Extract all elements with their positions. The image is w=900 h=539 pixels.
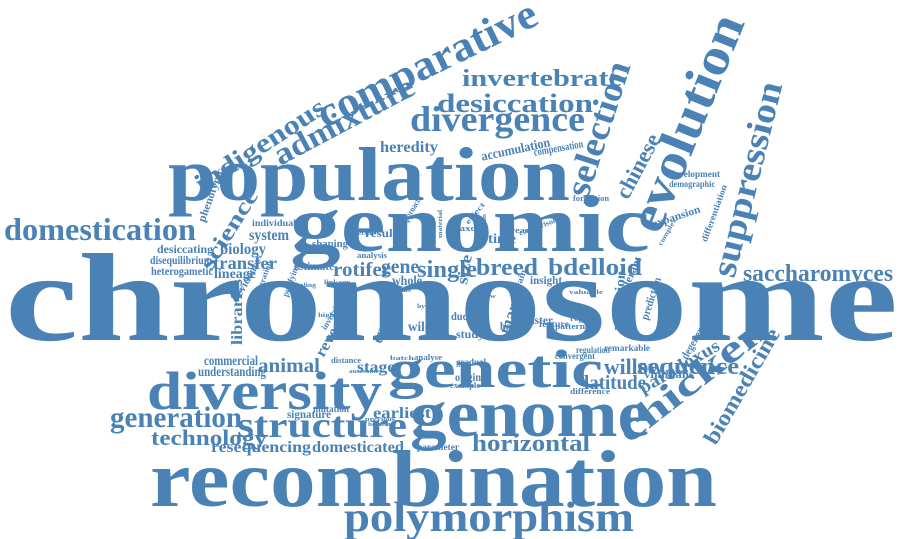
word-linkage: linkage — [324, 279, 351, 286]
word-willow: willow — [604, 354, 665, 379]
word-estimate: estimate — [294, 261, 335, 273]
word-whole: whole — [392, 273, 422, 288]
word-mutation: mutation — [313, 404, 350, 414]
word-homolog: homolog — [368, 421, 395, 428]
word-disequilibrium: disequilibrium — [150, 255, 213, 267]
word-stage: stage — [357, 359, 396, 376]
word-development: development — [670, 169, 721, 179]
word-system: system — [249, 227, 290, 244]
word-result: result — [365, 228, 398, 240]
word-study: study — [456, 329, 485, 341]
word-domesticated: domesticated — [312, 439, 405, 456]
word-chromosome: chromosome — [5, 229, 899, 368]
word-analyse: analyse — [414, 353, 443, 362]
word-parameter: parameter — [417, 442, 460, 452]
word-sister: sister — [527, 315, 554, 327]
word-autosome: autosome — [349, 368, 380, 375]
word-flow: flow — [480, 293, 497, 300]
word-recombination: recombination — [150, 435, 718, 524]
word-commercial: commercial — [204, 353, 259, 368]
word-hybrid: hybrid — [417, 303, 440, 310]
word-region: region — [570, 314, 597, 323]
word-regulation: regulation — [576, 345, 611, 355]
word-molecule: molecule — [345, 230, 376, 237]
word-gradual: gradual — [456, 357, 487, 367]
word-duck: duck — [451, 311, 474, 323]
word-individual: individual — [252, 218, 297, 228]
word-viminalis: viminalis — [644, 369, 695, 381]
word-earliest: earliest — [373, 405, 432, 422]
word-taxon: taxon — [456, 224, 483, 233]
word-resequencing: resequencing — [211, 439, 312, 456]
word-biology: biology — [220, 241, 267, 258]
word-convergent: convergent — [555, 351, 596, 361]
word-transfer: transfer — [213, 253, 278, 273]
word-analysis: analysis — [357, 251, 388, 260]
word-signature: signature — [287, 409, 332, 421]
word-time: time — [488, 231, 517, 246]
word-difference: difference — [570, 387, 611, 396]
word-saccharomyces: saccharomyces — [743, 260, 894, 287]
word-insight: insight — [530, 275, 563, 287]
word-population: population — [168, 133, 571, 217]
word-material: material — [437, 209, 444, 238]
word-lineage: lineage — [214, 266, 257, 281]
word-diversity: diversity — [147, 361, 383, 421]
word-latitude: latitude — [584, 372, 647, 394]
word-bdelloid: bdelloid — [548, 254, 643, 281]
word-formation: formation — [573, 194, 610, 203]
word-distance: distance — [331, 356, 362, 365]
word-origin: origin — [455, 372, 482, 384]
word-batch: batch — [390, 355, 415, 362]
word-breed: breed — [476, 254, 539, 281]
word-structure: structure — [237, 405, 408, 445]
word-technology: technology — [151, 425, 268, 450]
word-sequence: sequence — [637, 353, 740, 380]
word-genus: genus — [391, 287, 412, 294]
word-shaping: shaping — [312, 239, 349, 250]
word-previous: previous — [365, 416, 396, 423]
word-gene: gene — [381, 256, 420, 278]
word-yeast: yeast — [510, 226, 533, 235]
word-genetic: genetic — [388, 339, 604, 399]
word-feature: feature — [539, 319, 570, 329]
word-polymorphism: polymorphism — [344, 494, 635, 539]
word-higher: higher — [318, 312, 343, 319]
word-desiccating: desiccating — [157, 244, 214, 256]
word-desiccation: desiccation — [437, 88, 594, 118]
word-heredity: heredity — [380, 139, 439, 156]
word-horizontal: horizontal — [472, 430, 591, 457]
word-understanding: understanding — [198, 364, 267, 379]
word-single: single — [417, 256, 478, 283]
word-rotifer: rotifer — [333, 259, 392, 281]
word-genomic: genomic — [290, 180, 651, 269]
word-common: common — [481, 213, 488, 240]
word-example: example — [450, 381, 481, 390]
word-remarkable: remarkable — [604, 343, 651, 353]
word-domestication: domestication — [4, 212, 197, 247]
word-pattern: pattern — [555, 322, 586, 331]
word-sampling: sampling — [286, 282, 317, 289]
word-generation: generation — [110, 402, 243, 434]
word-invertebrate: invertebrate — [462, 65, 623, 92]
word-animal: animal — [258, 355, 321, 377]
word-heterogametic: heterogametic — [151, 266, 214, 278]
word-genome: genome — [410, 376, 651, 451]
word-wild: wild — [408, 319, 433, 334]
word-basket: basket — [500, 321, 531, 333]
word-demographic: demographic — [669, 179, 716, 189]
word-valuable: valuable — [569, 289, 604, 296]
word-divergence: divergence — [410, 99, 586, 139]
